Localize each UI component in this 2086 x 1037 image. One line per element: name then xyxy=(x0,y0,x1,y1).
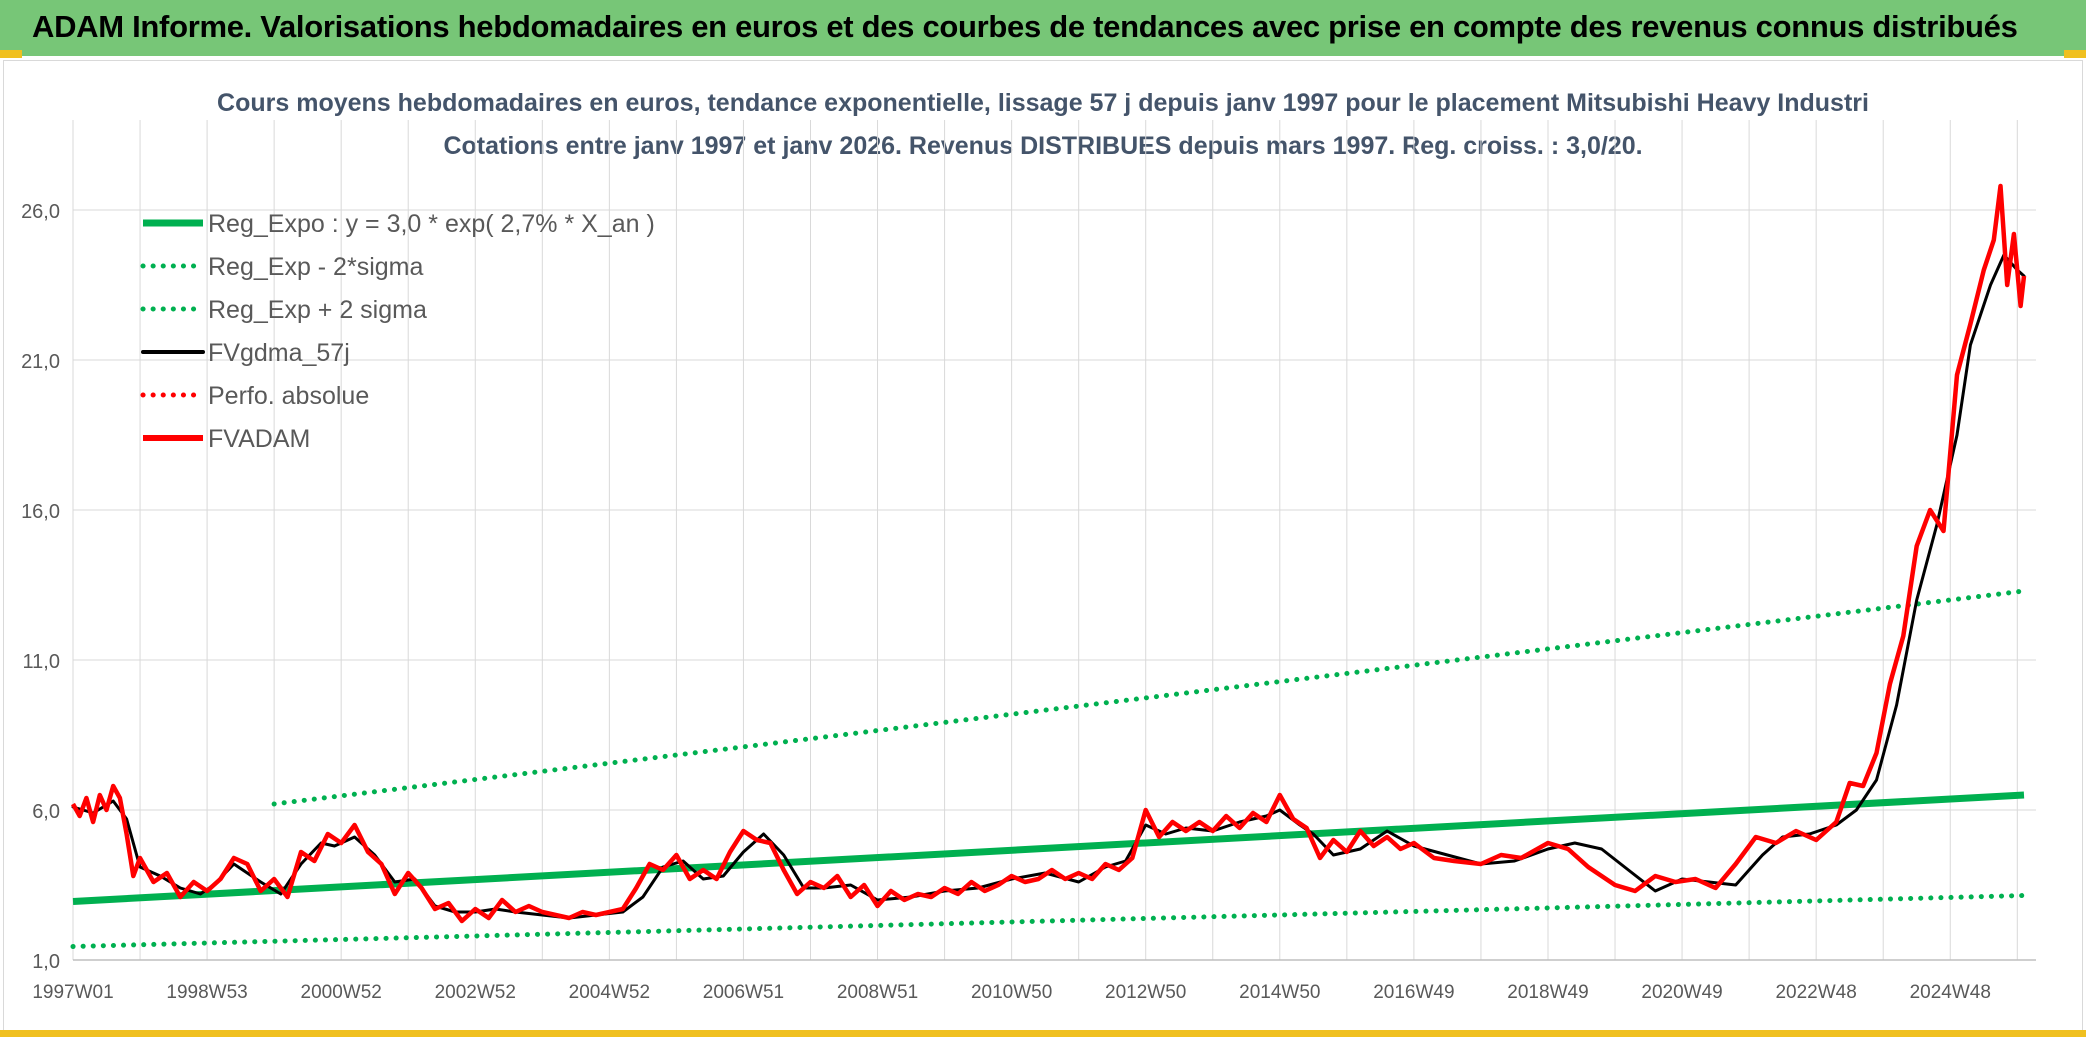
series-fvadam xyxy=(71,183,2027,924)
bottom-bar xyxy=(0,1030,2086,1037)
x-tick-label: 2016W49 xyxy=(1373,982,1454,1003)
series-reg-exp-plus-2sigma xyxy=(271,588,2027,807)
report-title: ADAM Informe. Valorisations hebdomadaire… xyxy=(32,9,2018,44)
x-tick-label: 2010W50 xyxy=(971,982,1052,1003)
y-tick-label: 11,0 xyxy=(23,651,60,673)
y-tick-label: 21,0 xyxy=(21,351,60,373)
banner-corner-right xyxy=(2064,50,2086,58)
x-tick-label: 2022W48 xyxy=(1775,982,1856,1003)
legend-reg-expo-label: Reg_Expo : y = 3,0 * exp( 2,7% * X_an ) xyxy=(208,210,655,238)
series-reg-expo xyxy=(72,791,2025,905)
legend-reg-exp-plus-label: Reg_Exp + 2 sigma xyxy=(208,296,427,324)
x-tick-label: 2018W49 xyxy=(1507,982,1588,1003)
legend-fvgdma-label: FVgdma_57j xyxy=(208,339,350,367)
x-tick-label: 1997W01 xyxy=(32,982,113,1003)
x-tick-label: 2002W52 xyxy=(435,982,516,1003)
banner-corner-left xyxy=(0,50,22,58)
chart-frame xyxy=(3,60,2083,1034)
x-tick-label: 2008W51 xyxy=(837,982,918,1003)
chart-subtitle: Cotations entre janv 1997 et janv 2026. … xyxy=(443,132,1643,160)
series-reg-exp-minus-2sigma xyxy=(70,893,2027,949)
y-tick-label: 16,0 xyxy=(21,501,60,523)
x-tick-label: 2004W52 xyxy=(569,982,650,1003)
series-fvgdma-57j xyxy=(71,253,2026,920)
x-tick-label: 2012W50 xyxy=(1105,982,1186,1003)
x-tick-label: 2020W49 xyxy=(1641,982,1722,1003)
y-tick-label: 6,0 xyxy=(32,801,60,823)
y-tick-label: 26,0 xyxy=(21,201,60,223)
x-tick-label: 2014W50 xyxy=(1239,982,1320,1003)
header-banner: ADAM Informe. Valorisations hebdomadaire… xyxy=(0,0,2086,59)
chart-title: Cours moyens hebdomadaires en euros, ten… xyxy=(217,89,1869,117)
x-tick-label: 1998W53 xyxy=(166,982,247,1003)
legend-fvadam-label: FVADAM xyxy=(208,425,310,453)
x-tick-label: 2000W52 xyxy=(301,982,382,1003)
x-tick-label: 2006W51 xyxy=(703,982,784,1003)
legend-reg-exp-minus-label: Reg_Exp - 2*sigma xyxy=(208,253,423,281)
y-tick-label: 1,0 xyxy=(32,951,60,973)
legend-perfo-label: Perfo. absolue xyxy=(208,382,369,410)
x-tick-label: 2024W48 xyxy=(1910,982,1991,1003)
